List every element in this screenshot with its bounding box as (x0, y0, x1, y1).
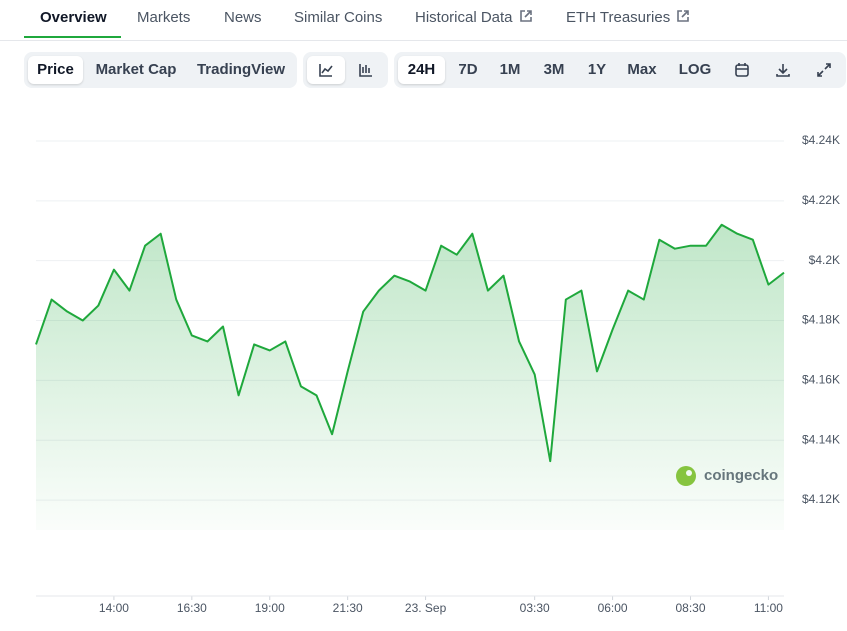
tab[interactable]: ETH Treasuries (566, 9, 690, 26)
icon (735, 63, 749, 77)
y-tick-label: $4.2K (809, 253, 840, 267)
tab-label: Markets (137, 9, 191, 26)
view-button[interactable]: TradingView (196, 61, 286, 78)
view-button[interactable]: Market Cap (95, 61, 177, 78)
tab[interactable]: Historical Data (415, 9, 533, 26)
logo-eye (686, 470, 692, 476)
logo (676, 466, 696, 486)
x-tick-label: 21:30 (333, 601, 363, 615)
icon (319, 64, 333, 77)
y-tick-label: $4.12K (802, 492, 840, 506)
watermark: coingecko (704, 467, 778, 484)
external-icon (677, 10, 690, 22)
range-button[interactable]: 7D (458, 61, 478, 78)
icon (776, 64, 790, 77)
x-tick-label: 03:30 (520, 601, 550, 615)
calendar-button[interactable] (726, 56, 758, 84)
y-tick-label: $4.14K (802, 432, 840, 446)
external-icon (519, 10, 532, 22)
range-button[interactable]: LOG (678, 61, 712, 78)
view-button[interactable]: Price (28, 56, 83, 84)
fullscreen-button[interactable] (808, 56, 840, 84)
x-tick-label: 16:30 (177, 601, 207, 615)
download-button[interactable] (767, 56, 799, 84)
y-tick-label: $4.24K (802, 133, 840, 147)
tab-label: Similar Coins (294, 9, 383, 26)
range-group (394, 52, 846, 88)
tab-label: Overview (40, 9, 107, 26)
range-button[interactable]: 1Y (587, 61, 607, 78)
range-button[interactable]: 3M (543, 61, 565, 78)
line-chart-button[interactable] (307, 56, 345, 84)
tab[interactable]: News (224, 9, 262, 26)
range-button[interactable]: 24H (398, 56, 445, 84)
x-tick-label: 23. Sep (405, 601, 447, 615)
tab[interactable]: Markets (137, 9, 190, 26)
price-area (36, 224, 784, 530)
x-tick-label: 19:00 (255, 601, 285, 615)
x-tick-label: 08:30 (675, 601, 705, 615)
candle-chart-button[interactable] (347, 56, 385, 84)
price-line (35, 223, 785, 463)
y-tick-label: $4.22K (802, 193, 840, 207)
tab[interactable]: Overview (40, 9, 107, 26)
y-tick-label: $4.18K (802, 313, 840, 327)
range-button[interactable]: 1M (499, 61, 521, 78)
x-tick-label: 11:00 (754, 601, 783, 615)
icon (359, 64, 372, 77)
tab-label: News (224, 9, 262, 26)
tab-label: ETH Treasuries (566, 9, 671, 26)
y-tick-label: $4.16K (802, 373, 840, 387)
icon (817, 63, 831, 77)
tab-bar (0, 0, 847, 41)
x-tick-label: 14:00 (99, 601, 129, 615)
x-tick-label: 06:00 (598, 601, 628, 615)
tab-label: Historical Data (415, 9, 513, 26)
range-button[interactable]: Max (627, 61, 657, 78)
tab[interactable]: Similar Coins (294, 9, 382, 26)
active-tab-underline (24, 36, 121, 38)
